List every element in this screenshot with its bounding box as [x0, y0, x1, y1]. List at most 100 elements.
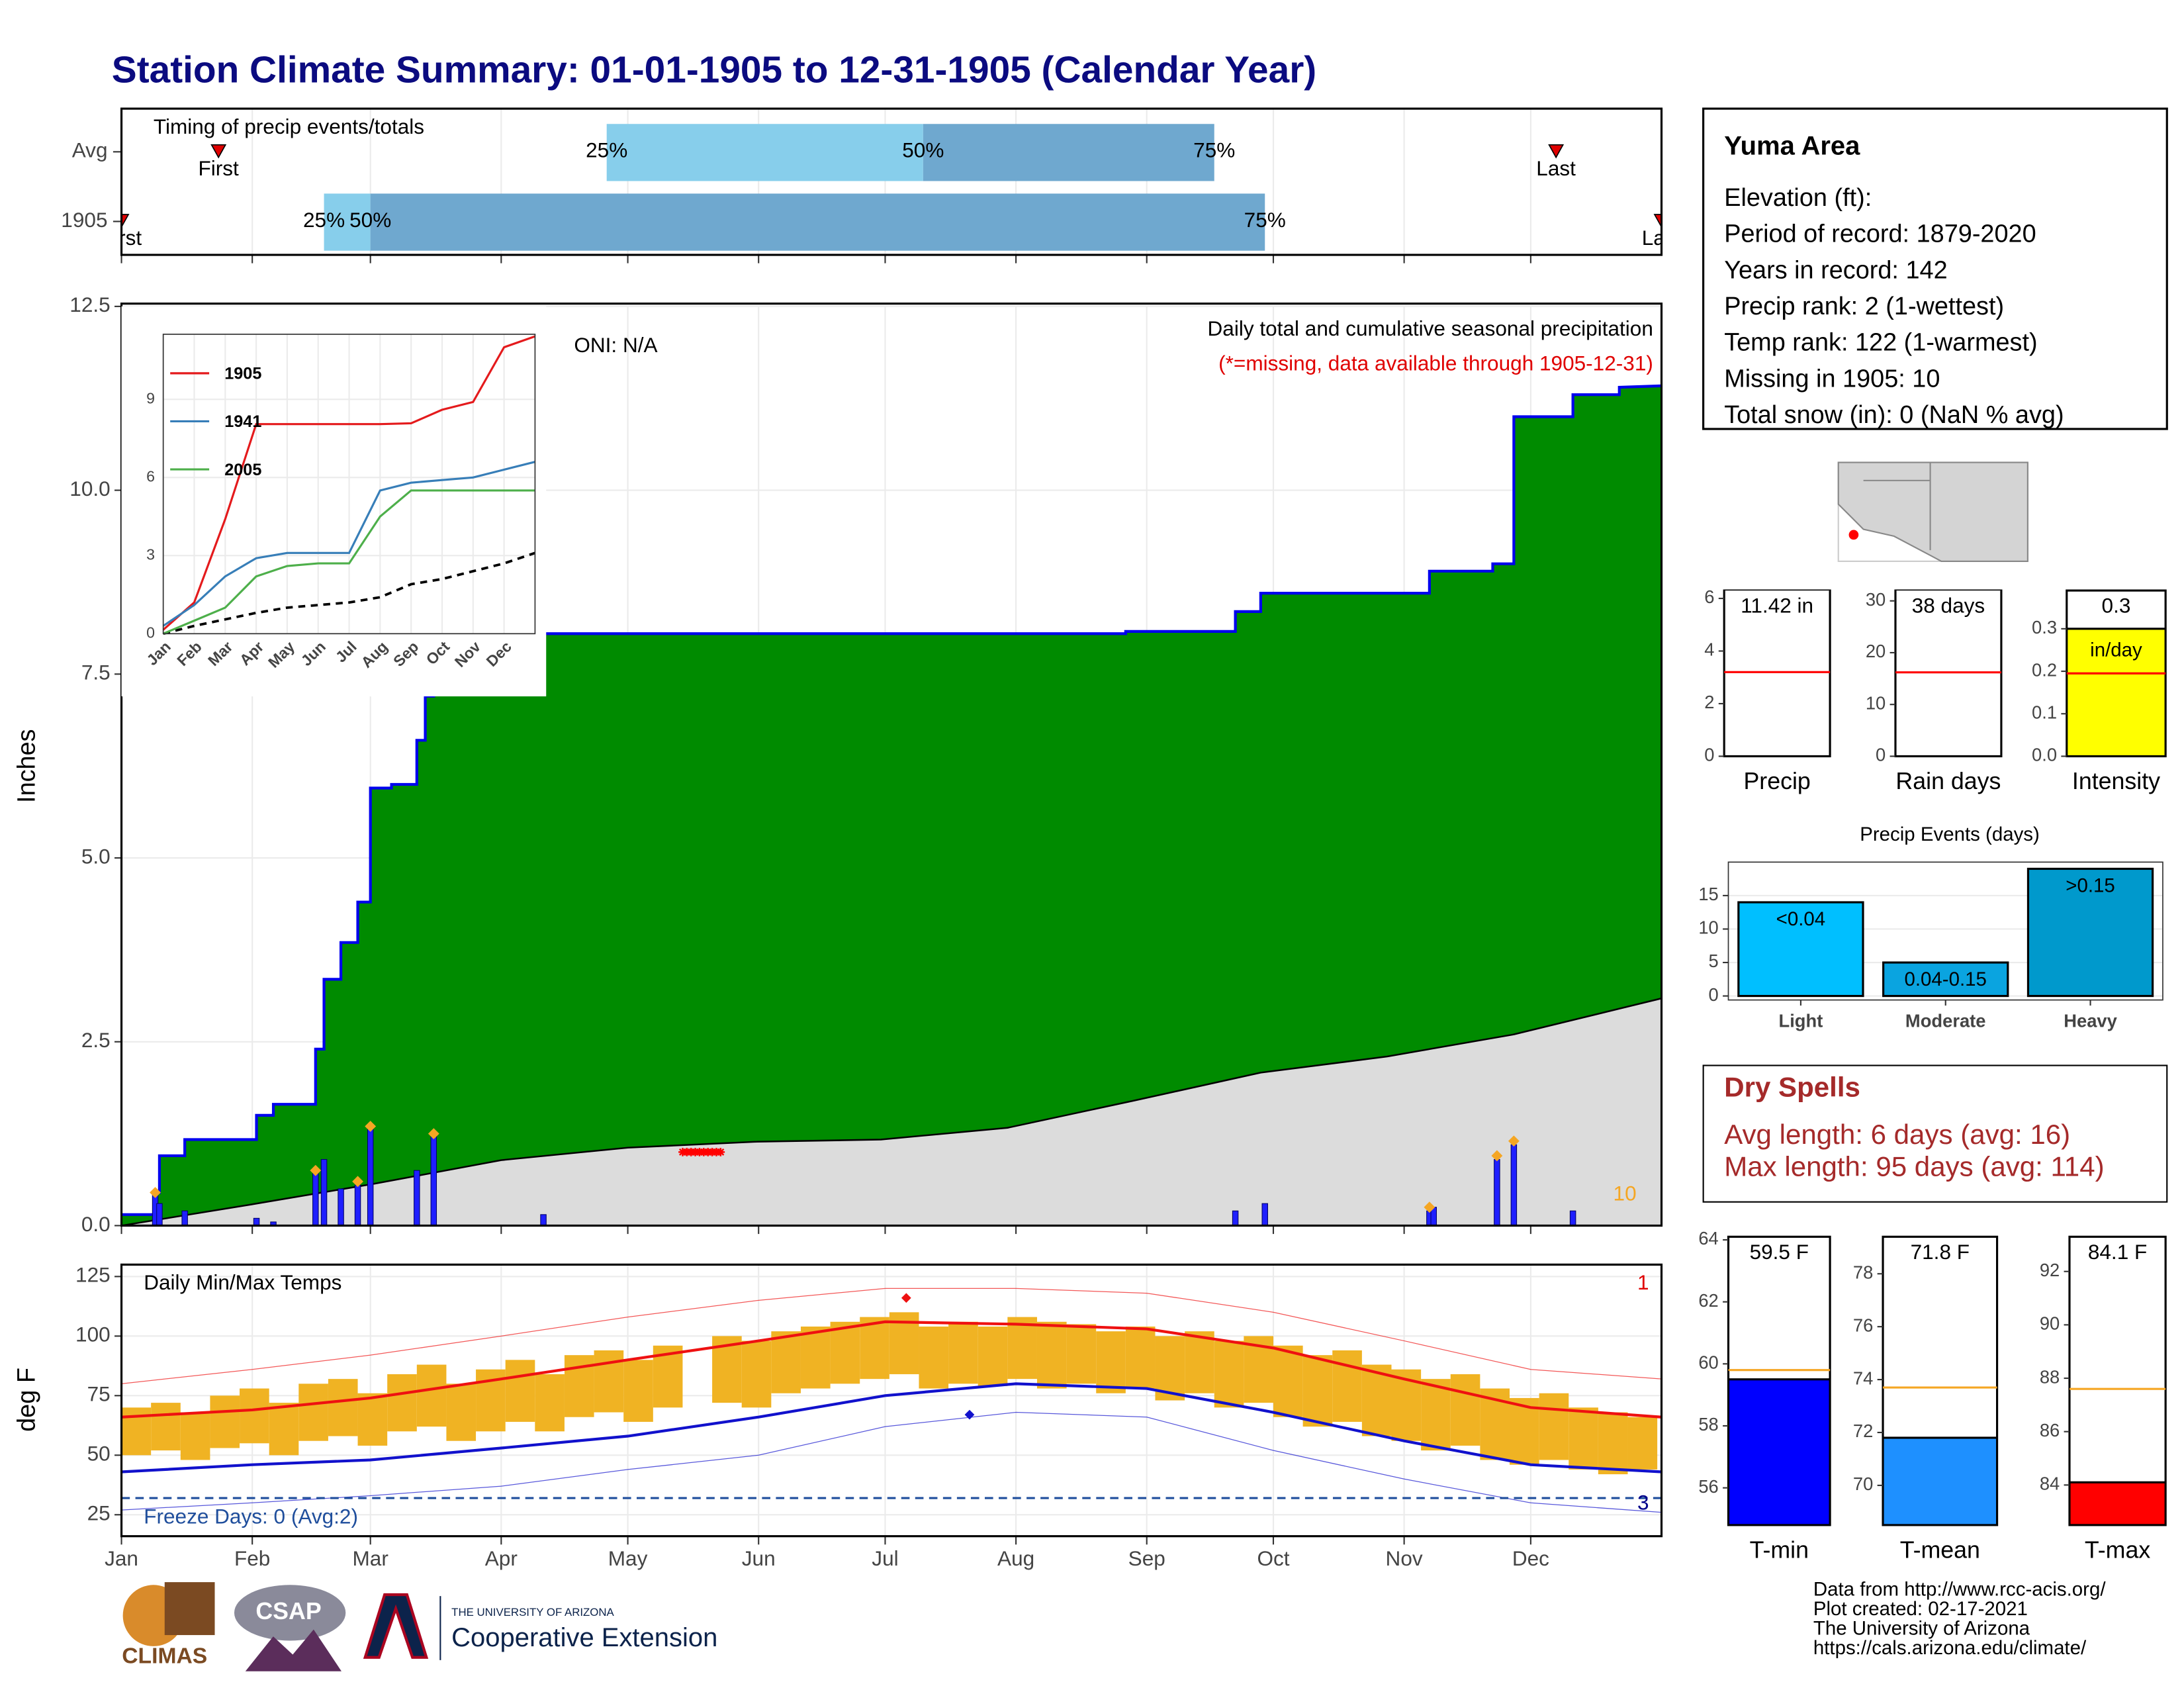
info-line: Total snow (in): 0 (NaN % avg) [1724, 401, 2064, 429]
y-tick-label: 25 [87, 1501, 111, 1525]
row-label: Avg [72, 138, 108, 162]
inset-average-line [163, 551, 536, 635]
temp-bar [1302, 1355, 1333, 1427]
temps-title: Daily Min/Max Temps [144, 1270, 341, 1294]
temp-bar [1273, 1345, 1303, 1417]
y-tick-label: 0 [1709, 984, 1719, 1005]
pct-label: 75% [1193, 138, 1235, 162]
inset-y-tick-label: 6 [146, 467, 155, 485]
bar [2026, 867, 2154, 998]
average-min-line [121, 1382, 1662, 1474]
first-label: First [101, 226, 142, 250]
dry-spell-line: Avg length: 6 days (avg: 16) [1724, 1119, 2070, 1150]
timing-title: Timing of precip events/totals [154, 115, 424, 138]
y-tick-label: 86 [2040, 1420, 2060, 1440]
daily-bar [1494, 1158, 1500, 1226]
plot-border [120, 107, 1663, 256]
temp-bar [1096, 1331, 1126, 1393]
gauge-value-label: 59.5 F [1750, 1240, 1809, 1264]
bar [1737, 901, 1864, 998]
y-tick-label: 2 [1704, 692, 1714, 712]
csap-logo [234, 1585, 346, 1641]
temp-bar [800, 1326, 831, 1389]
logo-text: CSAP [255, 1598, 321, 1624]
temp-bar [1066, 1324, 1097, 1384]
y-tick-label: 60 [1698, 1352, 1718, 1373]
timing-bar [324, 193, 371, 251]
x-tick-label: Mar [353, 1546, 388, 1570]
daily-bar [354, 1184, 361, 1226]
y-tick-label: 6 [1704, 586, 1714, 607]
y-tick-label: 50 [87, 1442, 111, 1466]
y-tick-label: 7.5 [81, 661, 111, 684]
temp-bar [210, 1395, 240, 1448]
temp-bar [830, 1321, 860, 1384]
logo-text: CLIMAS [122, 1644, 207, 1669]
temp-bar [1036, 1321, 1067, 1389]
csap-logo [245, 1629, 341, 1671]
y-tick-label: 0.0 [81, 1212, 111, 1236]
info-box [1702, 107, 2168, 430]
y-tick-label: 78 [1853, 1262, 1873, 1282]
plot-border [1727, 861, 2163, 1001]
gauge-value-label: 84.1 F [2088, 1240, 2147, 1264]
credit-line: The University of Arizona [1813, 1617, 2030, 1639]
gauge-bar [1724, 590, 1831, 757]
x-tick-label: Sep [1128, 1546, 1165, 1570]
pct-label: 75% [1244, 208, 1286, 232]
gauge-x-label: T-mean [1900, 1536, 1980, 1563]
temp-bar [535, 1374, 565, 1432]
temp-bar [1007, 1317, 1037, 1380]
legend-label: 2005 [224, 461, 261, 479]
pct-label: 50% [902, 138, 944, 162]
missing-marker [707, 1148, 717, 1156]
daily-bar [312, 1170, 319, 1226]
daily-bar [1510, 1144, 1518, 1226]
daily-bar [367, 1125, 374, 1226]
y-tick-label: 74 [1853, 1368, 1873, 1388]
temp-bar [1185, 1331, 1214, 1393]
temp-bar [1214, 1340, 1244, 1408]
gauge-bar [2066, 628, 2166, 757]
gauge-box [2068, 1235, 2167, 1526]
x-tick-label: Feb [234, 1546, 270, 1570]
temp-bar [1421, 1379, 1451, 1451]
x-tick-label: Jun [742, 1546, 776, 1570]
timing-marker [121, 214, 130, 228]
extreme-marker [352, 1176, 363, 1188]
y-tick-label: 58 [1698, 1414, 1718, 1434]
legend-label: 1941 [224, 412, 261, 431]
pct-label: 25% [303, 208, 345, 232]
temp-bar [180, 1412, 210, 1460]
y-tick-label: 90 [2040, 1313, 2060, 1334]
bar [1882, 961, 2009, 998]
temp-bar [151, 1403, 181, 1451]
y-tick-label: 125 [75, 1263, 111, 1287]
temp-bar [1361, 1364, 1392, 1436]
x-tick-label: Dec [1512, 1546, 1549, 1570]
y-tick-label: 70 [1853, 1474, 1873, 1494]
y-tick-label: 30 [1866, 589, 1886, 610]
missing-marker [716, 1148, 725, 1156]
credit-line: https://cals.arizona.edu/climate/ [1813, 1637, 2087, 1659]
y-tick-label: 12.5 [69, 293, 110, 316]
precip-title: Daily total and cumulative seasonal prec… [1208, 316, 1653, 340]
temps-clip [121, 1264, 1662, 1536]
credits: Data from http://www.rcc-acis.org/Plot c… [1813, 1579, 2106, 1659]
logo-text: Cooperative Extension [451, 1623, 717, 1652]
freeze-label: Freeze Days: 0 (Avg:2) [144, 1505, 358, 1528]
extreme-marker [150, 1187, 161, 1198]
inset-line [162, 335, 535, 631]
inset-line [163, 489, 535, 635]
page-title: Station Climate Summary: 01-01-1905 to 1… [112, 49, 1316, 91]
gauge-value-label: 71.8 F [1911, 1240, 1970, 1264]
precip-clip [121, 305, 1662, 1226]
temp-bar [240, 1388, 269, 1444]
daily-bar [430, 1133, 437, 1226]
record-max-line [121, 1288, 1662, 1384]
timing-bar [370, 193, 1265, 251]
dry-lines: Avg length: 6 days (avg: 16)Max length: … [1724, 1119, 2104, 1182]
x-tick-label: Moderate [1905, 1011, 1986, 1031]
temp-bar [387, 1374, 417, 1432]
